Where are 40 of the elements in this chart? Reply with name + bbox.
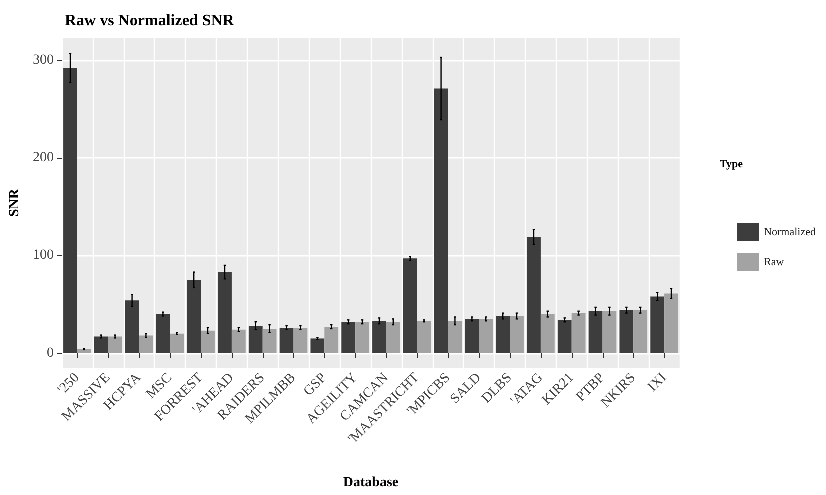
bar xyxy=(187,280,202,354)
bar xyxy=(324,326,339,354)
bar xyxy=(664,294,678,354)
chart-title: Raw vs Normalized SNR xyxy=(65,12,235,30)
bar xyxy=(139,336,154,354)
bar xyxy=(540,314,555,354)
legend-title: Type xyxy=(720,158,744,170)
bar xyxy=(479,319,494,354)
bar xyxy=(232,330,246,354)
bar xyxy=(262,328,277,354)
bar xyxy=(294,328,308,354)
bar xyxy=(510,316,524,354)
bar xyxy=(201,330,215,354)
bar xyxy=(527,237,541,354)
y-tick-label: 200 xyxy=(33,150,54,166)
bar xyxy=(496,316,510,354)
bar xyxy=(634,310,648,354)
bar xyxy=(448,321,462,354)
bar xyxy=(108,336,122,354)
legend-label: Raw xyxy=(764,256,784,268)
bar xyxy=(156,314,170,354)
bar xyxy=(356,322,370,354)
bar xyxy=(386,322,400,354)
bar xyxy=(77,349,92,354)
bar xyxy=(417,321,432,354)
bar xyxy=(248,326,263,354)
x-tick-label: IXI xyxy=(646,370,670,396)
bar xyxy=(218,272,232,354)
legend-label: Normalized xyxy=(764,226,816,238)
bar xyxy=(588,311,603,354)
bar xyxy=(602,311,617,354)
bar xyxy=(465,319,480,354)
x-axis-title: Database xyxy=(343,476,399,490)
bar xyxy=(572,313,586,354)
y-tick-label: 0 xyxy=(47,346,54,361)
y-axis-title: SNR xyxy=(8,188,22,218)
bar xyxy=(170,334,184,354)
y-tick-label: 100 xyxy=(33,248,54,264)
bar xyxy=(558,320,572,354)
y-tick-label: 300 xyxy=(33,52,54,68)
